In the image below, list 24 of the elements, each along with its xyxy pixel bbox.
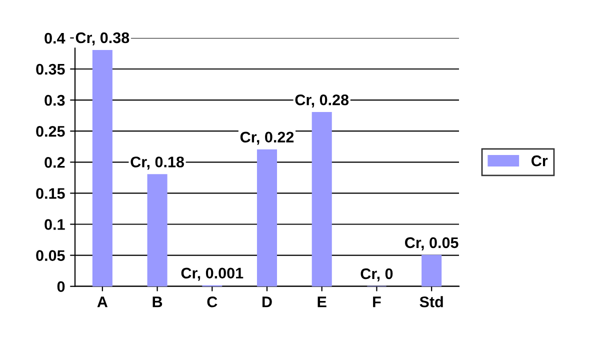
data-label: Cr, 0.001 <box>181 268 244 281</box>
y-tick-label: 0.35 <box>36 64 65 75</box>
y-tick-label: 0.15 <box>36 188 65 199</box>
data-label: Cr, 0.22 <box>240 132 294 145</box>
data-label: Cr, 0 <box>360 268 393 282</box>
x-tick-label: A <box>97 296 108 308</box>
data-label: Cr, 0.28 <box>295 94 349 108</box>
y-tick-label: 0.1 <box>44 219 65 230</box>
data-label: Cr, 0.05 <box>405 237 458 250</box>
y-tick-label: 0.3 <box>44 94 65 106</box>
x-tick-label: F <box>373 296 381 308</box>
y-tick-label: 0.2 <box>44 157 65 168</box>
x-tick-label: Std <box>420 296 443 308</box>
legend-label: Cr <box>532 155 548 166</box>
data-label: Cr, 0.38 <box>76 32 130 46</box>
y-tick-label: 0.25 <box>36 126 65 137</box>
y-tick-label: 0 <box>57 281 65 292</box>
y-tick-label: 0.05 <box>36 250 65 261</box>
x-tick-label: C <box>207 296 218 308</box>
x-tick-label: B <box>152 296 162 308</box>
x-tick-label: D <box>262 296 272 308</box>
x-tick-label: E <box>318 296 326 308</box>
data-label: Cr, 0.18 <box>130 156 184 170</box>
y-tick-label: 0.4 <box>44 32 66 44</box>
